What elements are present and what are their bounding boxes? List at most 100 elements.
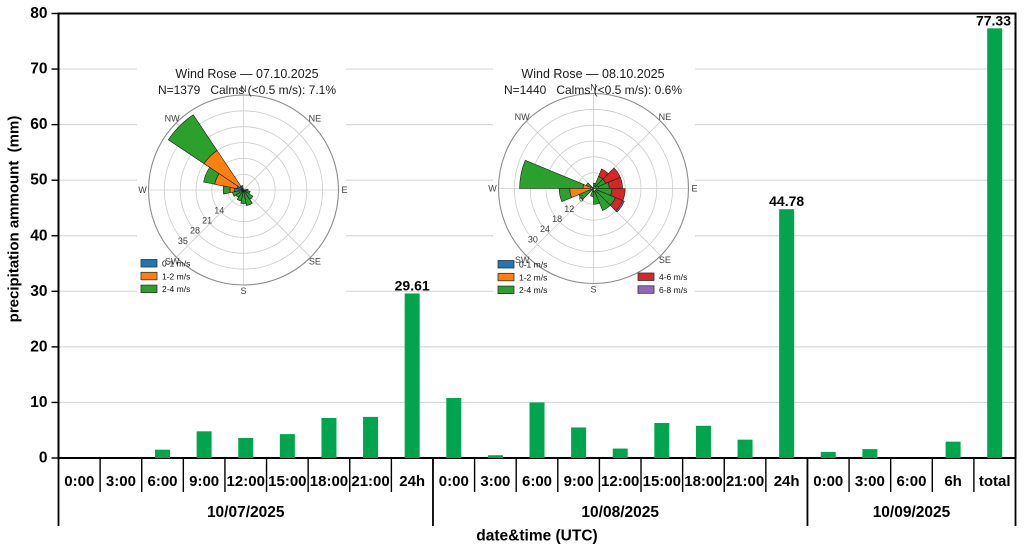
precip-bar — [363, 416, 379, 458]
precip-bar — [529, 402, 545, 458]
precip-bar — [446, 397, 462, 458]
precip-bar — [654, 422, 670, 458]
rose-spoke — [243, 122, 311, 191]
rose-petal-2-4-m-s — [222, 185, 231, 195]
rose-petal-2-4-m-s — [243, 189, 253, 206]
y-tick-label: 40 — [30, 227, 47, 244]
rose-petal-2-4-m-s — [585, 182, 594, 189]
ring-label: 12 — [564, 204, 574, 214]
rose-outer-circle — [497, 92, 690, 285]
precip-bar — [279, 434, 295, 458]
ring-label: 24 — [540, 224, 550, 234]
rose-petal-2-4-m-s — [243, 189, 251, 195]
rose-outer-circle — [147, 94, 340, 286]
y-tick-label: 60 — [30, 116, 47, 133]
y-tick-label: 10 — [30, 394, 47, 411]
precip-bar — [487, 455, 503, 458]
time-label: 18:00 — [684, 473, 722, 490]
y-tick-label: 30 — [30, 283, 47, 300]
precip-bar — [945, 441, 961, 458]
compass-label: SW — [515, 255, 530, 265]
date-label: 10/07/2025 — [207, 504, 285, 521]
time-label: 9:00 — [564, 473, 594, 490]
time-label: 6h — [944, 473, 962, 490]
time-label: 15:00 — [268, 473, 306, 490]
compass-label: N — [590, 83, 597, 93]
compass-label: NW — [165, 114, 180, 124]
time-label: 12:00 — [601, 473, 639, 490]
time-label: 6:00 — [148, 473, 178, 490]
legend-label: 4-6 m/s — [659, 272, 687, 282]
precip-bar — [779, 209, 795, 458]
time-label: 21:00 — [726, 473, 764, 490]
compass-label: E — [341, 185, 347, 195]
rose-petal-2-4-m-s — [203, 166, 220, 185]
time-label: 24h — [774, 473, 800, 490]
compass-label: S — [590, 285, 596, 295]
bar-value-label: 29.61 — [395, 277, 430, 293]
precip-bar — [196, 431, 212, 458]
rose-petal-2-4-m-s — [594, 189, 611, 211]
time-label: 0:00 — [439, 473, 469, 490]
y-tick-label: 0 — [39, 450, 48, 467]
time-label: 3:00 — [106, 473, 136, 490]
compass-label: E — [691, 184, 697, 194]
rose-petal-2-4-m-s — [590, 188, 594, 197]
ring-label: 14 — [214, 205, 224, 215]
legend-label: 2-4 m/s — [162, 284, 190, 294]
legend-swatch — [497, 260, 515, 269]
time-label: 3:00 — [855, 473, 885, 490]
compass-label: SE — [309, 256, 321, 266]
rose-spoke — [176, 189, 244, 258]
legend-swatch — [637, 285, 655, 294]
precip-bar — [862, 449, 878, 458]
precip-bar — [612, 448, 628, 458]
date-label: 10/08/2025 — [581, 504, 659, 521]
rose-stats: N=1379 Calms (<0.5 m/s): 7.1% — [158, 83, 336, 97]
y-tick-label: 80 — [30, 5, 47, 22]
rose-petal-2-4-m-s — [232, 190, 241, 197]
legend-swatch — [497, 272, 515, 282]
compass-label: W — [488, 184, 497, 194]
legend-swatch — [497, 285, 515, 295]
y-axis-title: precipitation ammount (mm) — [6, 116, 23, 323]
precip-bar — [571, 427, 587, 458]
precip-bar — [404, 293, 420, 458]
precip-bar — [737, 439, 753, 458]
ring-label: 35 — [178, 236, 188, 246]
bar-value-label: 44.78 — [769, 193, 804, 209]
legend-swatch — [140, 284, 158, 294]
rose-petal-2-4-m-s — [578, 188, 594, 201]
rose-petal-2-4-m-s — [593, 190, 600, 205]
rose-petal-2-4-m-s — [243, 188, 249, 192]
time-label: 6:00 — [896, 473, 926, 490]
legend-swatch — [140, 271, 158, 281]
compass-label: SW — [165, 256, 180, 266]
rose-petal-2-4-m-s — [240, 185, 244, 191]
compass-label: W — [138, 185, 147, 195]
compass-label: NE — [659, 112, 672, 122]
rose-spoke — [526, 121, 594, 189]
rose-title: Wind Rose — 07.10.2025 — [175, 67, 318, 81]
legend-label: 0-1 m/s — [519, 260, 547, 270]
precip-bar — [820, 451, 836, 458]
compass-label: S — [240, 286, 246, 296]
ring-label: 30 — [528, 234, 538, 244]
time-label: 0:00 — [64, 473, 94, 490]
time-label: 18:00 — [310, 473, 348, 490]
time-label: 15:00 — [643, 473, 681, 490]
compass-label: N — [240, 84, 247, 94]
rose-petal-2-4-m-s — [593, 182, 596, 189]
rose-petal-2-4-m-s — [167, 114, 218, 165]
precip-bar — [238, 437, 254, 458]
time-label: total — [979, 473, 1011, 490]
bar-value-label: 77.33 — [976, 12, 1011, 28]
rose-petal-2-4-m-s — [519, 159, 585, 189]
compass-label: SE — [659, 255, 671, 265]
rose-spoke — [243, 189, 311, 258]
time-label: 24h — [399, 473, 425, 490]
ring-label: 28 — [190, 226, 200, 236]
